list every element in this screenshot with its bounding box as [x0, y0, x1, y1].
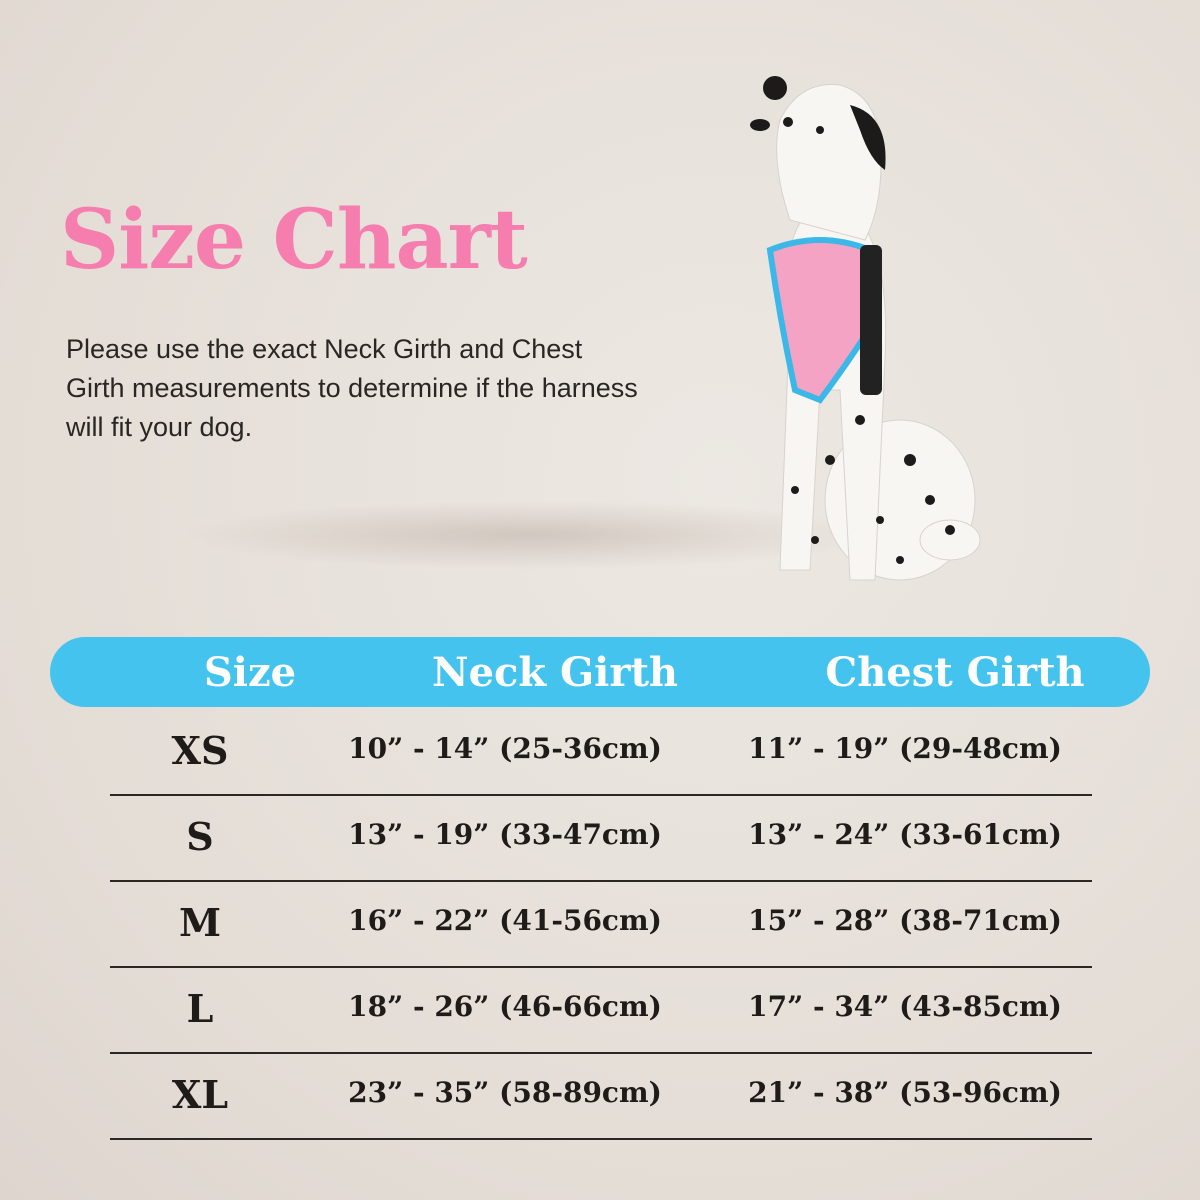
chest-girth-cell: 11” - 19” (29-48cm) [748, 732, 1062, 765]
table-row: XS 10” - 14” (25-36cm) 11” - 19” (29-48c… [110, 710, 1092, 796]
header-neck-girth: Neck Girth [432, 648, 678, 696]
table-header: Size Neck Girth Chest Girth [50, 637, 1150, 707]
size-cell: XL [171, 1072, 229, 1117]
header-size: Size [203, 648, 297, 696]
neck-girth-cell: 18” - 26” (46-66cm) [348, 990, 662, 1023]
page-title: Size Chart [60, 192, 528, 288]
neck-girth-cell: 16” - 22” (41-56cm) [348, 904, 662, 937]
dog-shadow [180, 500, 880, 570]
chest-girth-cell: 21” - 38” (53-96cm) [748, 1076, 1062, 1109]
size-table: XS 10” - 14” (25-36cm) 11” - 19” (29-48c… [110, 710, 1092, 1140]
dalmatian-dog-image [750, 76, 981, 581]
size-cell: M [178, 900, 222, 945]
neck-girth-cell: 13” - 19” (33-47cm) [348, 818, 662, 851]
table-row: M 16” - 22” (41-56cm) 15” - 28” (38-71cm… [110, 882, 1092, 968]
header-chest-girth: Chest Girth [825, 648, 1085, 696]
chest-girth-cell: 13” - 24” (33-61cm) [748, 818, 1062, 851]
size-cell: L [186, 986, 214, 1031]
description: Please use the exact Neck Girth and Ches… [66, 334, 638, 442]
neck-girth-cell: 23” - 35” (58-89cm) [348, 1076, 662, 1109]
table-row: XL 23” - 35” (58-89cm) 21” - 38” (53-96c… [110, 1054, 1092, 1140]
size-cell: XS [171, 728, 229, 773]
chest-girth-cell: 17” - 34” (43-85cm) [748, 990, 1062, 1023]
table-row: L 18” - 26” (46-66cm) 17” - 34” (43-85cm… [110, 968, 1092, 1054]
table-row: S 13” - 19” (33-47cm) 13” - 24” (33-61cm… [110, 796, 1092, 882]
size-cell: S [186, 814, 214, 859]
chest-girth-cell: 15” - 28” (38-71cm) [748, 904, 1062, 937]
neck-girth-cell: 10” - 14” (25-36cm) [348, 732, 662, 765]
